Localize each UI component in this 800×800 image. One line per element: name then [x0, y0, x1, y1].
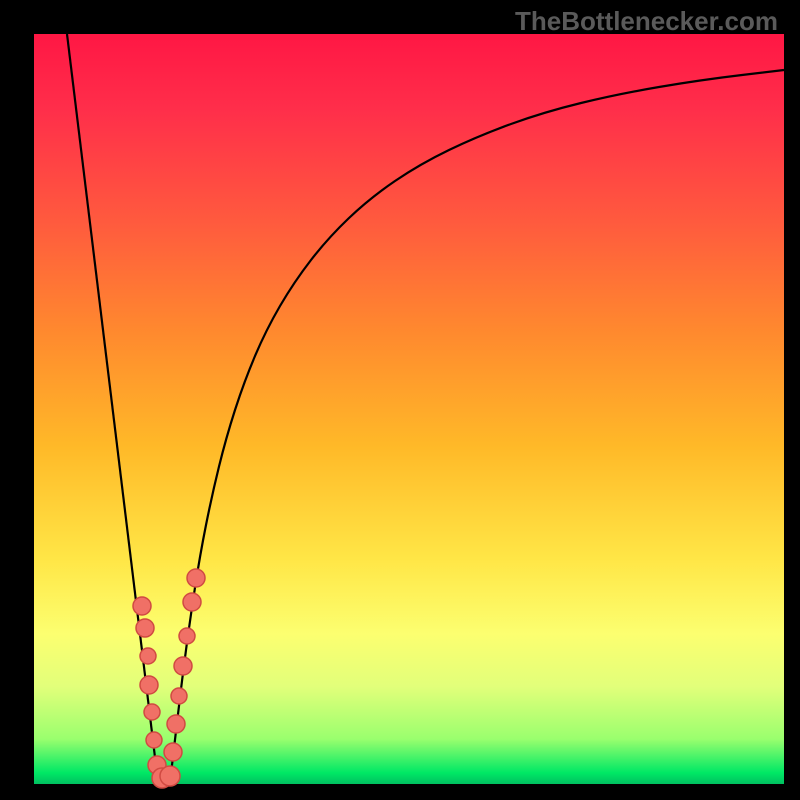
chart-plot-area [34, 34, 784, 784]
watermark-text: TheBottlenecker.com [515, 6, 778, 37]
gradient-background [34, 34, 784, 784]
